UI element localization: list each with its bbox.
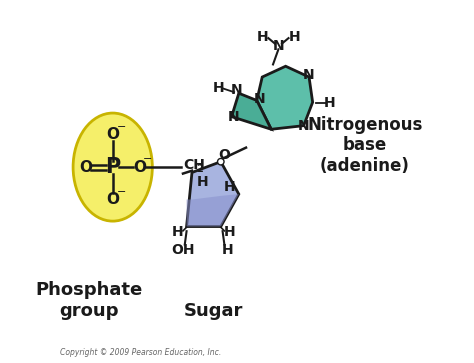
- Text: −: −: [117, 122, 126, 132]
- Text: N: N: [228, 110, 239, 125]
- Ellipse shape: [73, 113, 152, 221]
- Text: H: H: [222, 243, 234, 257]
- Text: −: −: [143, 154, 152, 164]
- Text: N: N: [298, 119, 310, 132]
- Text: O: O: [106, 127, 119, 142]
- Text: P: P: [105, 157, 120, 177]
- Text: N: N: [230, 83, 242, 97]
- Text: H: H: [289, 30, 301, 44]
- Text: H: H: [172, 225, 183, 239]
- Text: O: O: [219, 148, 230, 162]
- Polygon shape: [187, 194, 239, 227]
- Text: H: H: [224, 225, 236, 239]
- Text: Phosphate
group: Phosphate group: [36, 281, 143, 320]
- Text: N: N: [254, 91, 265, 106]
- Text: 2: 2: [196, 164, 203, 174]
- Polygon shape: [232, 93, 271, 129]
- Polygon shape: [187, 162, 239, 227]
- Text: H: H: [212, 81, 224, 95]
- Text: Copyright © 2009 Pearson Education, Inc.: Copyright © 2009 Pearson Education, Inc.: [61, 348, 222, 357]
- Text: O: O: [106, 192, 119, 207]
- Text: CH: CH: [183, 158, 205, 172]
- Text: Sugar: Sugar: [184, 302, 243, 320]
- Circle shape: [218, 158, 224, 165]
- Text: O: O: [133, 160, 146, 175]
- Text: H: H: [224, 180, 236, 194]
- Polygon shape: [257, 66, 313, 129]
- Text: N: N: [273, 40, 284, 53]
- Text: H: H: [324, 96, 336, 110]
- Text: −: −: [117, 187, 126, 197]
- Text: Nitrogenous
base
(adenine): Nitrogenous base (adenine): [307, 116, 422, 175]
- Text: N: N: [302, 68, 314, 82]
- Text: H: H: [197, 175, 209, 188]
- Text: H: H: [256, 30, 268, 44]
- Text: O: O: [79, 160, 92, 175]
- Text: OH: OH: [171, 243, 195, 257]
